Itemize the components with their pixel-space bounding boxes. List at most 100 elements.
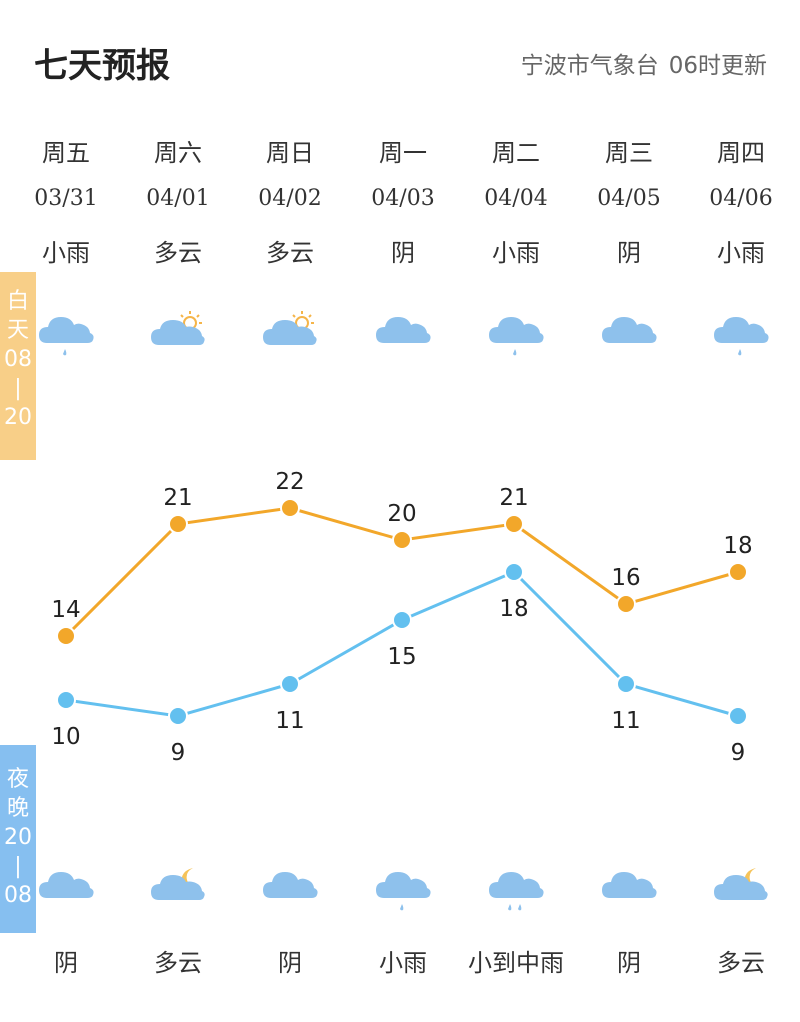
cloud-icon [600, 317, 658, 369]
low-temp-point [168, 706, 188, 726]
day-weather-label: 阴 [391, 239, 415, 267]
night-label-end: 08 [4, 883, 32, 908]
weekday-label: 周二 [492, 139, 540, 167]
date-label: 03/31 [34, 186, 98, 211]
day-weather-label: 小雨 [42, 239, 90, 267]
weekday-label: 周六 [154, 139, 202, 167]
night-label-sep: | [14, 854, 22, 879]
high-temp-label: 22 [275, 469, 304, 495]
high-temp-point [728, 562, 748, 582]
day-weather-label: 小雨 [717, 239, 765, 267]
weekday-label: 周四 [717, 139, 765, 167]
night-weather-label: 多云 [717, 949, 765, 977]
cloud-icon [261, 872, 319, 924]
low-temp-label: 9 [731, 740, 746, 766]
day-weather-icon-slot [234, 305, 346, 365]
day-weather-label: 小雨 [492, 239, 540, 267]
high-temp-label: 18 [723, 533, 752, 559]
night-label-char: 夜 [6, 767, 29, 792]
night-weather-icon-slot [573, 860, 685, 920]
low-temp-label: 15 [387, 644, 416, 670]
high-temp-label: 14 [51, 597, 80, 623]
light-rain-icon [712, 317, 770, 369]
low-temp-point [280, 674, 300, 694]
day-weather-icon-slot [347, 305, 459, 365]
high-temp-label: 20 [387, 501, 416, 527]
day-weather-label: 多云 [266, 239, 314, 267]
day-side-label: 白 天 08 | 20 [0, 272, 36, 460]
date-label: 04/04 [484, 186, 548, 211]
night-weather-icon-slot [10, 860, 122, 920]
high-temp-point [504, 514, 524, 534]
day-weather-icon-slot [10, 305, 122, 365]
partly-cloudy-night-icon [149, 868, 207, 924]
day-weather-label: 阴 [617, 239, 641, 267]
night-label-char: 晚 [6, 796, 29, 821]
temperature-chart: 14 21 22 20 21 16 18 10 9 11 15 18 11 9 [51, 469, 752, 766]
day-label-char: 白 [6, 289, 29, 314]
low-temp-label: 9 [171, 740, 186, 766]
low-temp-point [56, 690, 76, 710]
day-weather-icon-slot [573, 305, 685, 365]
night-weather-label: 阴 [617, 949, 641, 977]
cloud-icon [600, 872, 658, 924]
low-temp-point [504, 562, 524, 582]
night-weather-label: 小雨 [379, 949, 427, 977]
date-label: 04/02 [258, 186, 322, 211]
day-label-char: 天 [6, 318, 29, 343]
night-weather-icon-slot [347, 860, 459, 920]
partly-cloudy-day-icon [261, 311, 319, 369]
light-rain-icon [487, 317, 545, 369]
night-weather-label: 多云 [154, 949, 202, 977]
high-temp-label: 21 [163, 485, 192, 511]
day-label-end: 20 [4, 405, 32, 430]
date-label: 04/06 [709, 186, 773, 211]
night-label-start: 20 [4, 825, 32, 850]
night-weather-icon-slot [460, 860, 572, 920]
night-weather-label: 小到中雨 [468, 949, 564, 977]
date-label: 04/01 [146, 186, 210, 211]
date-label: 04/05 [597, 186, 661, 211]
high-temp-point [56, 626, 76, 646]
low-temp-point [728, 706, 748, 726]
partly-cloudy-night-icon [712, 868, 770, 924]
high-temp-label: 21 [499, 485, 528, 511]
day-label-start: 08 [4, 347, 32, 372]
high-temp-point [168, 514, 188, 534]
low-temp-label: 10 [51, 724, 80, 750]
night-weather-icon-slot [122, 860, 234, 920]
cloud-icon [37, 872, 95, 924]
low-temp-label: 18 [499, 596, 528, 622]
cloud-icon [374, 317, 432, 369]
night-weather-label: 阴 [278, 949, 302, 977]
night-weather-label: 阴 [54, 949, 78, 977]
weekday-label: 周日 [266, 139, 314, 167]
weekday-label: 周一 [379, 139, 427, 167]
day-label-sep: | [14, 376, 22, 401]
light-rain-icon [374, 872, 432, 924]
low-temp-label: 11 [611, 708, 640, 734]
high-temp-point [392, 530, 412, 550]
forecast-source: 宁波市气象台 06时更新 [521, 46, 767, 80]
moderate-rain-icon [487, 872, 545, 924]
day-weather-label: 多云 [154, 239, 202, 267]
high-temp-point [616, 594, 636, 614]
high-temp-label: 16 [611, 565, 640, 591]
night-weather-icon-slot [685, 860, 797, 920]
weekday-label: 周三 [605, 139, 653, 167]
day-weather-icon-slot [685, 305, 797, 365]
weekday-label: 周五 [42, 139, 90, 167]
low-temp-point [616, 674, 636, 694]
high-temp-point [280, 498, 300, 518]
day-weather-icon-slot [460, 305, 572, 365]
page-title: 七天预报 [34, 46, 170, 86]
night-weather-icon-slot [234, 860, 346, 920]
update-time: 06时更新 [668, 53, 767, 79]
night-side-label: 夜 晚 20 | 08 [0, 745, 36, 933]
light-rain-icon [37, 317, 95, 369]
day-weather-icon-slot [122, 305, 234, 365]
date-label: 04/03 [371, 186, 435, 211]
source-name: 宁波市气象台 [520, 53, 659, 79]
low-temp-label: 11 [275, 708, 304, 734]
partly-cloudy-day-icon [149, 311, 207, 369]
